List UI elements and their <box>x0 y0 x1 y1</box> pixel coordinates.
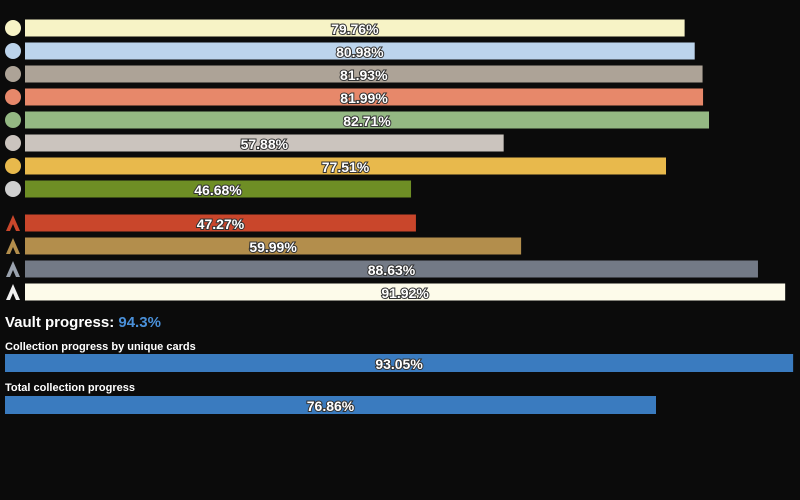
progress-label: 47.27% <box>197 216 245 232</box>
progress-bar <box>25 214 416 232</box>
progress-bar <box>25 42 695 60</box>
icon-red <box>5 89 21 105</box>
icon-mythic <box>6 215 20 231</box>
unique-title: Collection progress by unique cards <box>5 341 196 353</box>
progress-label: 88.63% <box>368 262 416 278</box>
mana-icons <box>5 20 21 300</box>
progress-label: 91.92% <box>381 285 429 301</box>
icon-uncommon <box>6 261 20 277</box>
progress-label: 79.76% <box>331 21 379 37</box>
vault-label: Vault progress: <box>5 314 114 331</box>
progress-label: 59.99% <box>249 239 297 255</box>
progress-bar <box>25 19 685 37</box>
icon-multicolor <box>5 158 21 174</box>
progress-bar <box>25 157 667 175</box>
progress-bar <box>25 260 758 278</box>
icon-land <box>5 181 21 197</box>
total-title: Total collection progress <box>5 382 135 394</box>
icon-colorless <box>5 135 21 151</box>
progress-bar <box>25 65 703 83</box>
unique-label: 93.05% <box>375 356 423 372</box>
progress-bar <box>25 134 504 152</box>
icon-green <box>5 112 21 128</box>
total-bar <box>5 396 657 414</box>
progress-label: 77.51% <box>322 159 370 175</box>
progress-bar <box>25 111 710 129</box>
icon-white <box>5 20 21 36</box>
progress-bar <box>25 180 412 198</box>
unique-bar <box>5 354 794 372</box>
progress-bar <box>25 88 704 106</box>
total-label: 76.86% <box>307 398 355 414</box>
progress-label: 57.88% <box>241 136 289 152</box>
progress-bar <box>25 283 786 301</box>
progress-label: 46.68% <box>194 182 242 198</box>
icon-black <box>5 66 21 82</box>
progress-bar <box>25 237 522 255</box>
icon-rare <box>6 238 20 254</box>
progress-label: 81.93% <box>340 67 388 83</box>
progress-label: 81.99% <box>340 90 388 106</box>
progress-label: 80.98% <box>336 44 384 60</box>
icon-blue <box>5 43 21 59</box>
vault-value: 94.3% <box>118 314 161 331</box>
vault-progress: Vault progress: 94.3% <box>5 314 161 331</box>
icon-common <box>6 284 20 300</box>
progress-label: 82.71% <box>343 113 391 129</box>
